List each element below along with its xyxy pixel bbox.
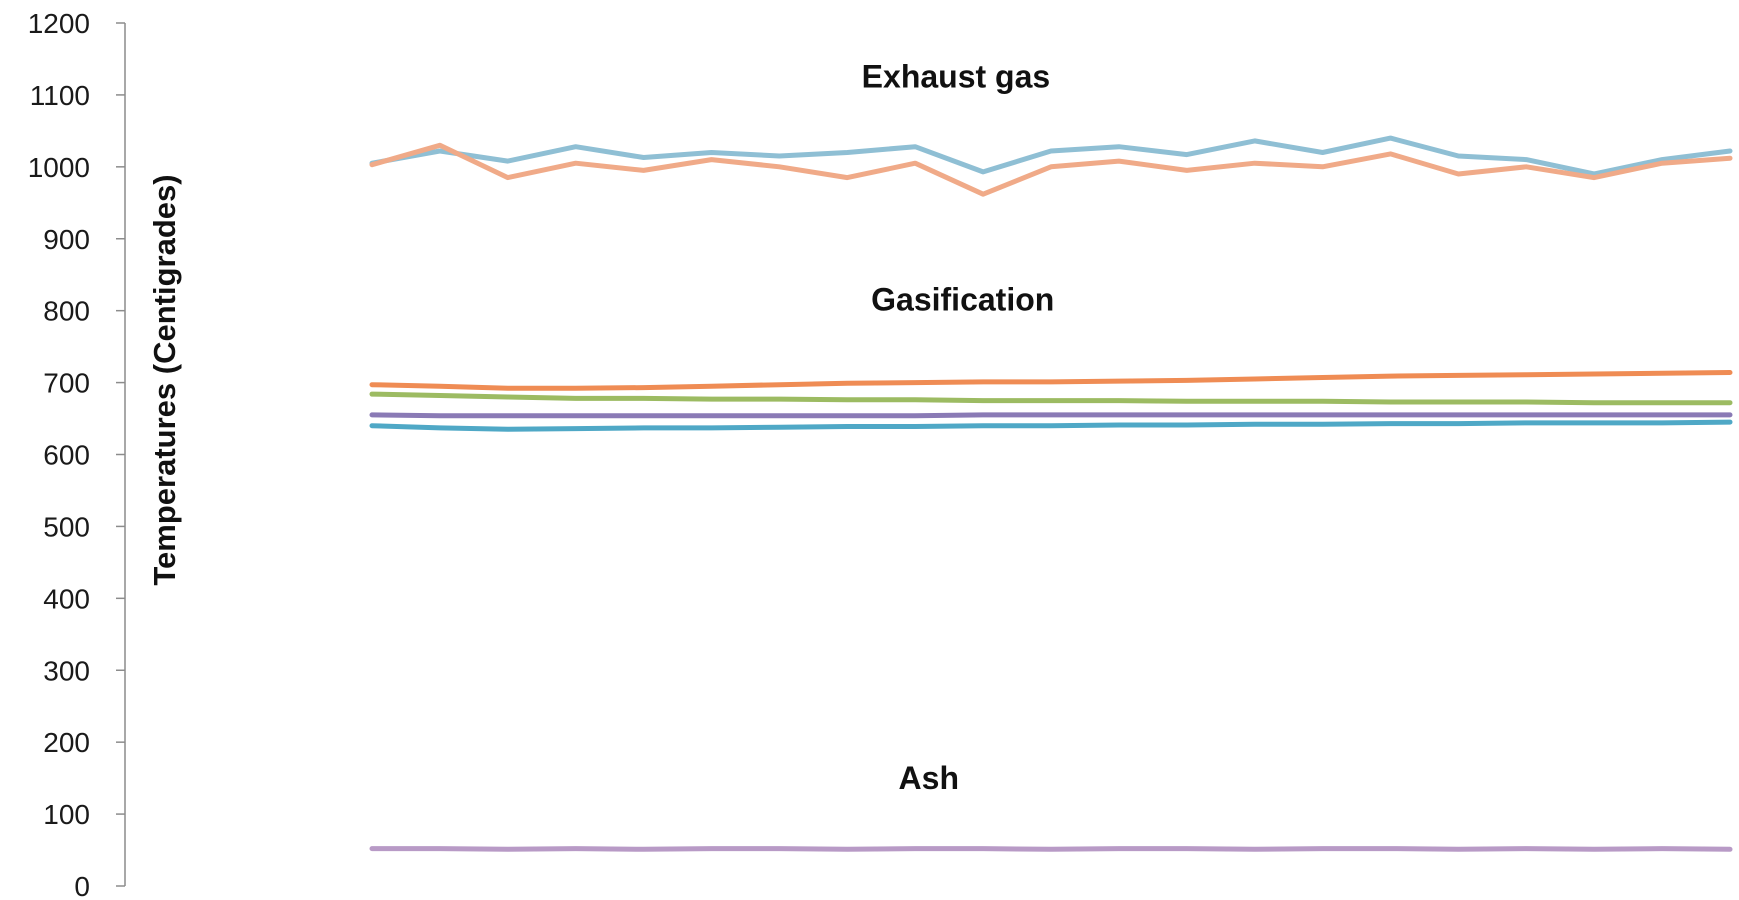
y-tick-label: 700 [43,368,90,399]
y-axis: 0 100 200 300 400 500 600 700 800 900 1000 1100 1200 [28,8,126,900]
series-line-6 [369,419,1733,432]
y-tick-label: 900 [43,224,90,255]
annotation-label: Exhaust gas [862,59,1051,95]
y-tick-label: 200 [43,727,90,758]
y-tick-label: 600 [43,440,90,471]
y-tick-label: 1200 [28,8,90,39]
series-line-2 [369,142,1733,197]
series-line-3 [369,370,1733,391]
series-line-7 [369,846,1733,852]
y-tick-label: 400 [43,583,90,614]
series-line-5 [369,412,1733,419]
y-tick-label: 300 [43,655,90,686]
y-tick-label: 0 [74,871,90,900]
y-axis-title: Temperatures (Centigrades) [147,174,182,585]
series-line-4 [369,391,1733,406]
series-line-1 [369,135,1733,177]
y-tick-label: 1000 [28,152,90,183]
annotations: Exhaust gas Gasification Ash [862,59,1055,796]
series-layer [369,135,1733,852]
y-tick-label: 500 [43,511,90,542]
y-tick-label: 1100 [30,80,90,111]
annotation-label: Ash [899,760,959,796]
y-tick-label: 800 [43,296,90,327]
annotation-label: Gasification [871,282,1054,318]
y-tick-label: 100 [43,799,90,830]
